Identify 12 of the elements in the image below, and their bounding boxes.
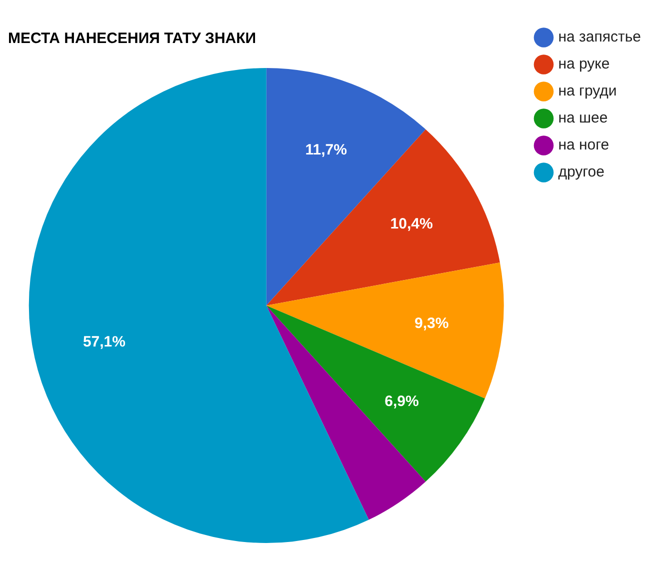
chart-title: МЕСТА НАНЕСЕНИЯ ТАТУ ЗНАКИ: [8, 30, 256, 48]
data-label: 57,1%: [82, 333, 126, 350]
legend-label: на запястье: [558, 28, 642, 46]
legend-label: другое: [558, 164, 604, 181]
data-label: 9,3%: [414, 314, 449, 332]
legend-label: на руке: [558, 56, 610, 73]
legend-label: на шее: [558, 110, 608, 127]
data-label: 6,9%: [384, 393, 419, 410]
legend-label: на груди: [558, 82, 617, 100]
legend-label: на ноге: [558, 136, 610, 154]
data-label: 11,7%: [305, 141, 347, 158]
data-label: 10,4%: [390, 216, 433, 233]
